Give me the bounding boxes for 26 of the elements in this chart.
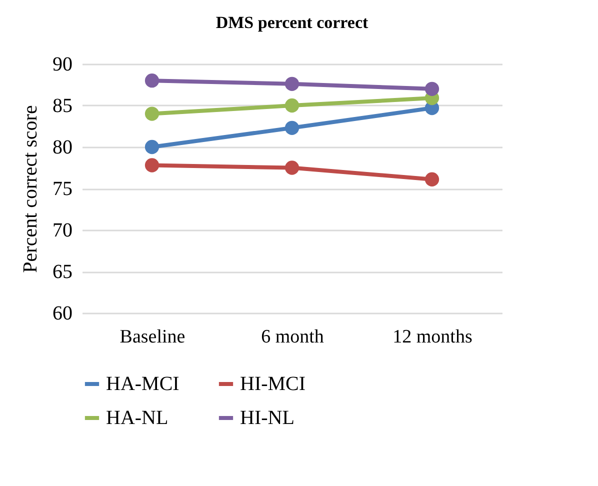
y-tick-label: 75 xyxy=(52,178,72,200)
point xyxy=(144,106,160,121)
y-tick-label: 80 xyxy=(52,136,72,158)
x-tick-label: Baseline xyxy=(120,326,186,348)
y-tick-label: 90 xyxy=(52,54,72,76)
point xyxy=(144,74,160,88)
y-tick-label: 70 xyxy=(52,220,72,242)
point xyxy=(284,98,300,113)
y-tick-label: 85 xyxy=(52,95,72,117)
legend-label: HA-NL xyxy=(106,407,168,429)
point xyxy=(424,82,440,96)
chart-title: DMS percent correct xyxy=(216,13,368,32)
y-tick-label: 65 xyxy=(52,261,72,283)
x-tick-label: 6 month xyxy=(261,326,324,348)
point xyxy=(284,76,300,91)
legend-label: HI-MCI xyxy=(240,373,306,395)
y-axis-title: Percent correct score xyxy=(20,105,42,273)
point xyxy=(424,172,440,186)
x-tick-label: 12 months xyxy=(392,326,472,348)
legend-label: HA-MCI xyxy=(106,373,180,395)
point xyxy=(284,120,300,135)
point xyxy=(144,158,160,172)
y-tick-label: 60 xyxy=(52,302,72,324)
point xyxy=(144,140,160,154)
legend-label: HI-NL xyxy=(240,407,294,429)
point xyxy=(284,160,300,175)
